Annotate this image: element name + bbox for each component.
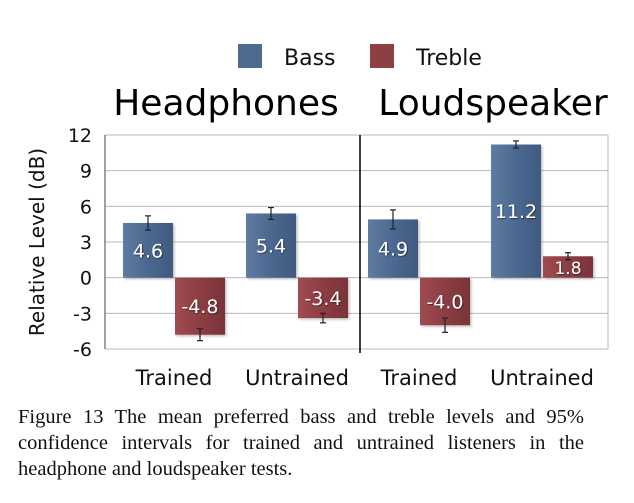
error-bar xyxy=(145,215,151,231)
data-label: -4.0 xyxy=(426,291,463,313)
error-bar xyxy=(390,209,396,230)
data-label: -4.8 xyxy=(181,296,218,318)
bar-bass xyxy=(491,144,541,278)
y-tick-label: 6 xyxy=(80,196,92,218)
chart: Bass Treble Headphones Loudspeaker 12 9 6 3 0 -… xyxy=(25,44,609,390)
panel-title: Loudspeaker xyxy=(378,83,608,124)
x-category-label: Trained xyxy=(135,366,213,390)
panel-titles: Headphones Loudspeaker xyxy=(113,83,608,124)
data-label: 4.6 xyxy=(133,240,163,262)
bar-bass xyxy=(246,213,296,278)
x-category-label: Untrained xyxy=(490,366,594,390)
x-axis: Trained Untrained Trained Untrained xyxy=(135,366,594,390)
y-tick-label: 0 xyxy=(80,268,92,290)
data-labels: 4.6 -4.8 5.4 -3.4 4.9 -4.0 11.2 1.8 xyxy=(133,201,582,318)
error-bars xyxy=(145,140,571,342)
y-tick-label: -6 xyxy=(73,339,92,361)
x-category-label: Untrained xyxy=(245,366,349,390)
figure-caption: Figure 13 The mean preferred bass and tr… xyxy=(18,406,584,480)
y-axis: 12 9 6 3 0 -3 -6 Relative Level (dB) xyxy=(25,125,106,361)
error-bar xyxy=(197,328,203,342)
y-tick-label: -3 xyxy=(73,303,92,325)
data-label: 4.9 xyxy=(378,239,408,261)
error-bar xyxy=(513,140,519,149)
bar-treble xyxy=(298,277,348,319)
legend-label-treble: Treble xyxy=(415,46,482,71)
bar-treble xyxy=(175,277,225,335)
bar-treble xyxy=(543,256,593,278)
y-axis-label: Relative Level (dB) xyxy=(25,148,49,336)
bar-treble xyxy=(420,277,470,326)
y-tick-label: 12 xyxy=(68,125,92,147)
data-label: 5.4 xyxy=(256,236,286,258)
error-bar xyxy=(320,312,326,324)
bars xyxy=(123,144,593,335)
data-label: 11.2 xyxy=(495,201,537,223)
data-label: 1.8 xyxy=(554,259,581,279)
error-bar xyxy=(565,252,571,261)
error-bar xyxy=(268,206,274,221)
legend-swatch-bass xyxy=(238,44,262,68)
error-bar xyxy=(442,317,448,333)
x-category-label: Trained xyxy=(380,366,458,390)
panel-title: Headphones xyxy=(113,83,339,124)
legend-label-bass: Bass xyxy=(284,46,336,71)
y-tick-label: 9 xyxy=(80,161,92,183)
data-label: -3.4 xyxy=(304,288,341,310)
bar-bass xyxy=(123,222,173,278)
legend: Bass Treble xyxy=(238,44,482,71)
y-tick-label: 3 xyxy=(80,232,92,254)
legend-swatch-treble xyxy=(370,44,394,68)
